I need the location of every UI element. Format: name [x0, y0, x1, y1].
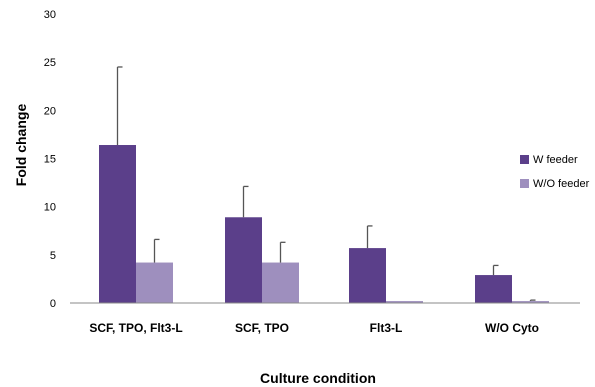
category-label: W/O Cyto [485, 321, 539, 335]
bar-wo-feeder [386, 301, 423, 303]
category-label: SCF, TPO [235, 321, 289, 335]
y-tick-label: 10 [44, 202, 56, 214]
y-axis-title: Fold change [13, 104, 29, 187]
legend-label: W/O feeder [533, 178, 590, 190]
legend-label: W feeder [533, 154, 578, 166]
y-tick-label: 15 [44, 154, 56, 166]
bar-w-feeder [225, 217, 262, 303]
bar-w-feeder [475, 275, 512, 303]
error-bars [116, 66, 536, 302]
category-label: SCF, TPO, Flt3-L [89, 321, 182, 335]
bar-w-feeder [99, 145, 136, 303]
legend-swatch [520, 155, 529, 164]
bars [99, 145, 549, 303]
bar-w-feeder [349, 248, 386, 303]
y-tick-label: 5 [50, 250, 56, 262]
category-labels: SCF, TPO, Flt3-L SCF, TPO Flt3-L W/O Cyto [89, 321, 539, 335]
bar-wo-feeder [262, 262, 299, 303]
y-tick-label: 30 [44, 9, 56, 21]
category-label: Flt3-L [370, 321, 403, 335]
bar-wo-feeder [136, 262, 173, 303]
y-tick-label: 25 [44, 57, 56, 69]
x-axis-title: Culture condition [260, 370, 376, 386]
bar-wo-feeder [512, 301, 549, 303]
y-tick-label: 0 [50, 298, 56, 310]
y-tick-label: 20 [44, 105, 56, 117]
y-axis-ticks: 0 5 10 15 20 25 30 [44, 9, 56, 310]
legend-swatch [520, 179, 529, 188]
legend: W feeder W/O feeder [520, 154, 590, 190]
